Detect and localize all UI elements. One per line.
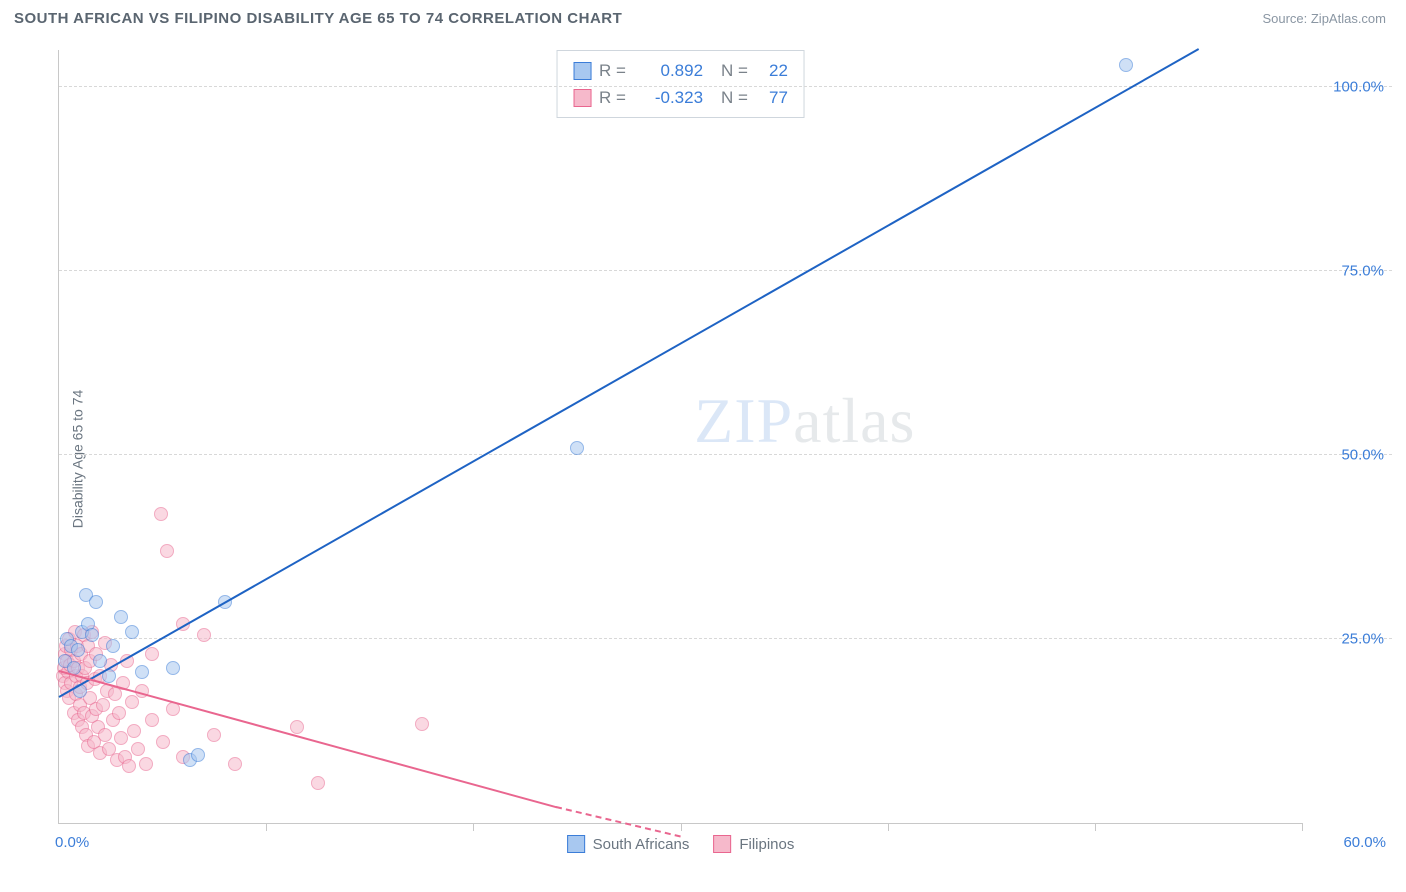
data-point (98, 728, 112, 742)
x-tick (473, 823, 474, 831)
watermark: ZIPatlas (694, 384, 915, 458)
data-point (135, 665, 149, 679)
trend-line (59, 670, 557, 808)
y-tick-label: 25.0% (1341, 630, 1384, 647)
y-tick-label: 75.0% (1341, 262, 1384, 279)
data-point (191, 748, 205, 762)
plot-area: ZIPatlas R = 0.892 N = 22 R = -0.323 N =… (58, 50, 1302, 824)
data-point (166, 661, 180, 675)
x-tick (1302, 823, 1303, 831)
data-point (112, 706, 126, 720)
x-axis-max-label: 60.0% (1343, 834, 1386, 851)
x-tick (266, 823, 267, 831)
data-point (89, 595, 103, 609)
data-point (290, 720, 304, 734)
data-point (145, 647, 159, 661)
gridline-h (59, 638, 1392, 639)
trend-line (556, 806, 681, 837)
stats-row-series-1: R = 0.892 N = 22 (573, 57, 788, 84)
data-point (85, 628, 99, 642)
data-point (131, 742, 145, 756)
legend-item-1: South Africans (567, 835, 690, 853)
data-point (207, 728, 221, 742)
x-axis-min-label: 0.0% (55, 834, 89, 851)
data-point (114, 610, 128, 624)
legend-swatch-1 (567, 835, 585, 853)
data-point (71, 643, 85, 657)
x-tick (888, 823, 889, 831)
chart-title: SOUTH AFRICAN VS FILIPINO DISABILITY AGE… (14, 10, 622, 27)
swatch-series-1 (573, 62, 591, 80)
trend-line (59, 48, 1199, 698)
gridline-h (59, 86, 1392, 87)
data-point (145, 713, 159, 727)
data-point (156, 735, 170, 749)
data-point (96, 698, 110, 712)
x-tick (1095, 823, 1096, 831)
data-point (125, 695, 139, 709)
stats-box: R = 0.892 N = 22 R = -0.323 N = 77 (556, 50, 805, 118)
data-point (122, 759, 136, 773)
legend-item-2: Filipinos (713, 835, 794, 853)
data-point (197, 628, 211, 642)
y-tick-label: 100.0% (1333, 78, 1384, 95)
data-point (93, 654, 107, 668)
source-attribution: Source: ZipAtlas.com (1262, 11, 1386, 26)
swatch-series-2 (573, 89, 591, 107)
gridline-h (59, 454, 1392, 455)
data-point (1119, 58, 1133, 72)
data-point (125, 625, 139, 639)
data-point (106, 639, 120, 653)
chart-container: Disability Age 65 to 74 ZIPatlas R = 0.8… (14, 40, 1392, 878)
legend: South Africans Filipinos (567, 835, 795, 853)
data-point (139, 757, 153, 771)
gridline-h (59, 270, 1392, 271)
stats-row-series-2: R = -0.323 N = 77 (573, 84, 788, 111)
y-tick-label: 50.0% (1341, 446, 1384, 463)
data-point (160, 544, 174, 558)
data-point (127, 724, 141, 738)
legend-swatch-2 (713, 835, 731, 853)
x-tick (681, 823, 682, 831)
data-point (228, 757, 242, 771)
data-point (311, 776, 325, 790)
data-point (415, 717, 429, 731)
data-point (570, 441, 584, 455)
data-point (154, 507, 168, 521)
